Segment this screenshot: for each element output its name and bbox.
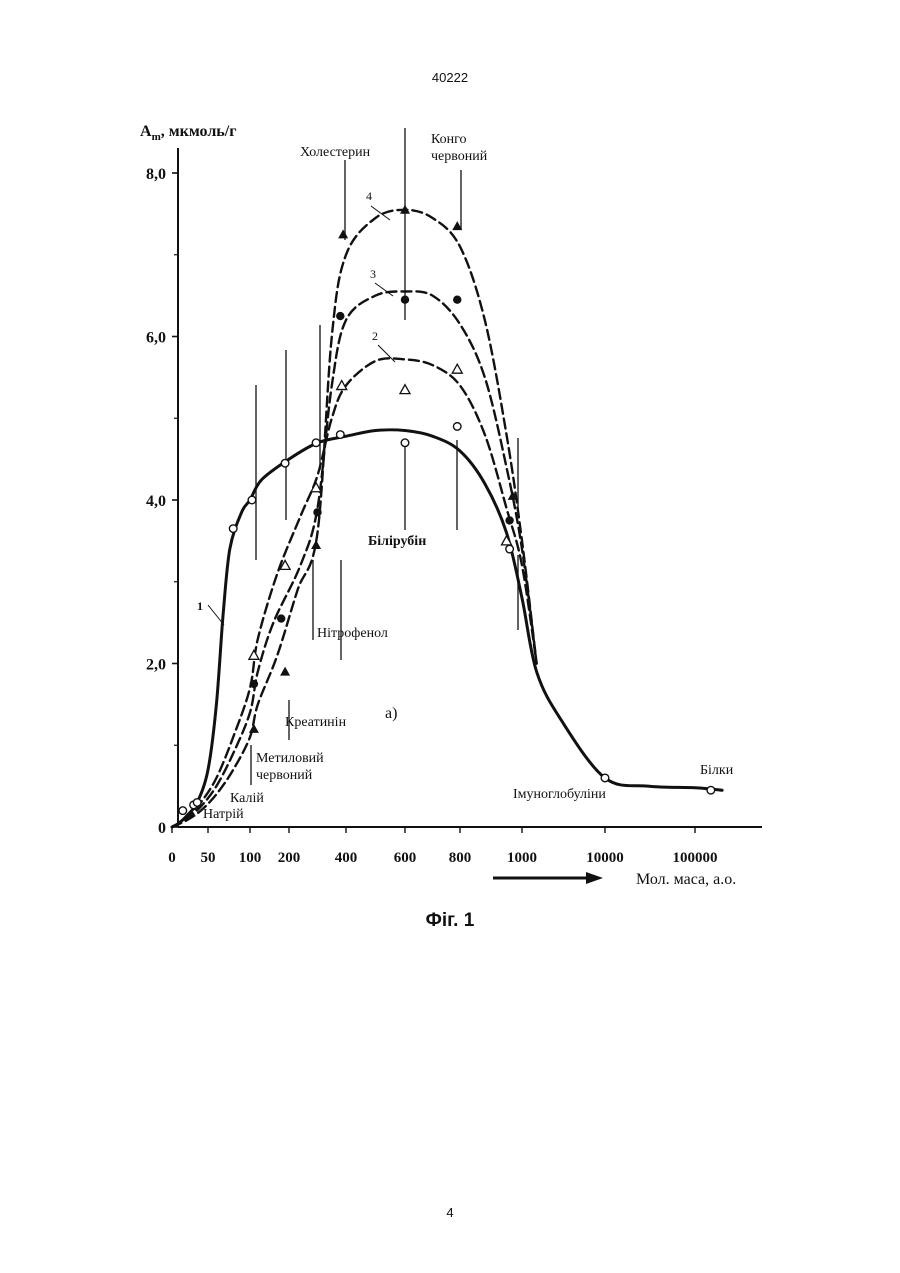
substance-label: Конгочервоний: [431, 132, 488, 164]
data-point: [336, 312, 344, 320]
series-line: [172, 430, 722, 827]
substance-label: Холестерин: [300, 145, 371, 160]
figure-caption: Фіг. 1: [0, 910, 900, 932]
data-point: [401, 439, 409, 447]
substance-label: Креатинін: [285, 715, 347, 730]
data-point: [452, 364, 462, 373]
y-axis-label: Am, мкмоль/г: [140, 123, 236, 143]
x-tick-label: 200: [278, 850, 301, 866]
substance-label: Натрій: [203, 807, 244, 822]
data-point: [249, 650, 259, 659]
x-tick-label: 400: [335, 850, 358, 866]
data-point: [400, 385, 410, 394]
y-tick-label: 6,0: [146, 330, 166, 347]
x-tick-label: 1000: [507, 850, 537, 866]
y-tick-label: 0: [158, 820, 166, 837]
data-point: [453, 423, 461, 431]
data-point: [250, 680, 258, 688]
substance-label: Білірубін: [368, 534, 426, 549]
data-point: [248, 496, 256, 504]
data-point: [281, 459, 289, 467]
x-axis-arrow-head: [586, 872, 603, 884]
data-point: [280, 667, 290, 676]
substance-label: Білки: [700, 763, 734, 778]
y-tick-label: 8,0: [146, 166, 166, 183]
x-tick-label: 100000: [673, 850, 718, 866]
panel-label: а): [385, 705, 397, 722]
x-tick-label: 600: [394, 850, 417, 866]
chart-series: [172, 210, 722, 827]
series-label: 2: [372, 329, 378, 343]
substance-label: Імуноглобуліни: [513, 787, 606, 802]
series-3: [172, 291, 537, 827]
chart-data-points: [179, 205, 715, 815]
series-line: [172, 358, 537, 827]
data-point: [707, 786, 715, 794]
data-point: [506, 545, 514, 553]
y-tick-label: 2,0: [146, 657, 166, 674]
series-line: [172, 291, 537, 827]
series-1: [172, 430, 722, 827]
data-point: [401, 296, 409, 304]
substance-label: Метиловийчервоний: [256, 751, 324, 783]
x-tick-label: 0: [168, 850, 176, 866]
series-label: 4: [366, 189, 372, 203]
x-tick-label: 800: [449, 850, 472, 866]
data-point: [313, 508, 321, 516]
data-point: [453, 296, 461, 304]
data-point: [337, 431, 345, 439]
data-point: [249, 724, 259, 733]
x-axis-label: Мол. маса, а.о.: [636, 871, 736, 888]
chart-labels: 0 2,0 4,0 6,0 8,0 0 50 100 200 400 600 800 1000 10000…: [140, 123, 736, 888]
series-label: 3: [370, 267, 376, 281]
x-tick-label: 100: [239, 850, 262, 866]
data-point: [601, 774, 609, 782]
series-2: [172, 358, 537, 827]
molar-mass-chart: 0 2,0 4,0 6,0 8,0 0 50 100 200 400 600 800 1000 10000…: [0, 0, 900, 900]
data-point: [338, 229, 348, 238]
series-line: [172, 210, 537, 827]
y-tick-label: 4,0: [146, 493, 166, 510]
substance-label: Калій: [230, 791, 264, 806]
substance-label: Нітрофенол: [317, 626, 388, 641]
x-tick-label: 10000: [586, 850, 624, 866]
x-tick-label: 50: [201, 850, 216, 866]
series-4: [172, 210, 537, 827]
data-point: [505, 516, 513, 524]
data-point: [229, 525, 237, 533]
page-number-bottom: 4: [0, 1205, 900, 1220]
data-point: [311, 540, 321, 549]
data-point: [179, 807, 187, 815]
data-point: [277, 614, 285, 622]
data-point: [312, 439, 320, 447]
data-point: [193, 799, 201, 807]
series-label: 1: [197, 599, 203, 613]
